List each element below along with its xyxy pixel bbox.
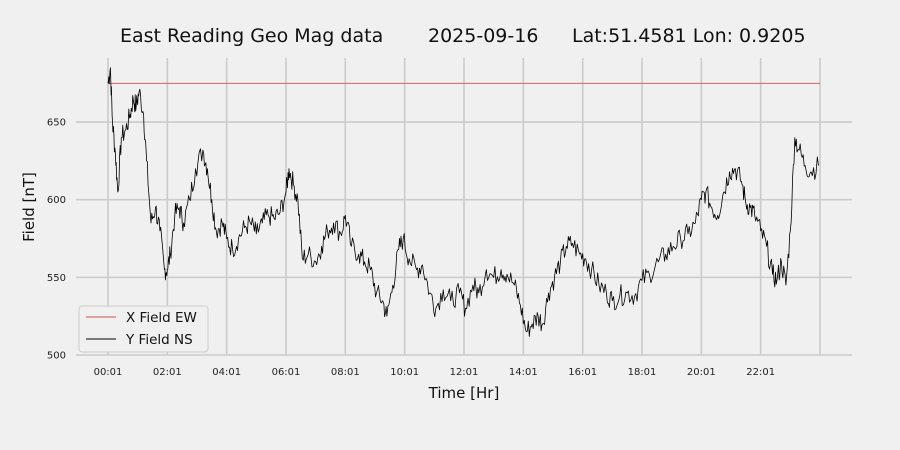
- y-tick-label: 500: [47, 351, 66, 362]
- x-tick-label: 02:01: [153, 367, 182, 378]
- legend: X Field EW Y Field NS: [78, 305, 209, 353]
- x-tick-label: 06:01: [272, 367, 301, 378]
- chart-title-location: Lat:51.4581 Lon: 0.9205: [572, 25, 806, 47]
- y-tick-label: 600: [47, 195, 66, 206]
- plot-area: [76, 58, 852, 356]
- x-tick-label: 20:01: [687, 367, 716, 378]
- x-tick-label: 12:01: [450, 367, 479, 378]
- x-tick-label: 16:01: [568, 367, 597, 378]
- x-tick-label: 22:01: [746, 367, 775, 378]
- x-tick-label: 00:01: [94, 367, 123, 378]
- series-layer: [107, 67, 820, 337]
- y-tick-label: 550: [47, 273, 66, 284]
- chart-title-name: East Reading Geo Mag data: [120, 25, 383, 47]
- x-tick-label: 18:01: [628, 367, 657, 378]
- grid-lines: [76, 58, 852, 356]
- x-tick-label: 04:01: [212, 367, 241, 378]
- x-axis-ticks: 00:01 02:01 04:01 06:01 08:01 10:01 12:01 14:01…: [94, 367, 775, 378]
- x-tick-label: 08:01: [331, 367, 360, 378]
- x-tick-label: 14:01: [509, 367, 538, 378]
- x-axis-label: Time [Hr]: [428, 384, 500, 402]
- legend-label-y-field-ns: Y Field NS: [125, 332, 193, 348]
- chart-title-date: 2025-09-16: [428, 25, 538, 47]
- y-axis-ticks: 500 550 600 650: [47, 118, 66, 362]
- x-tick-label: 10:01: [390, 367, 419, 378]
- legend-label-x-field-ew: X Field EW: [126, 310, 197, 326]
- y-tick-label: 650: [47, 118, 66, 129]
- series-line-y-field-ns: [107, 67, 819, 337]
- y-axis-label: Field [nT]: [20, 172, 38, 242]
